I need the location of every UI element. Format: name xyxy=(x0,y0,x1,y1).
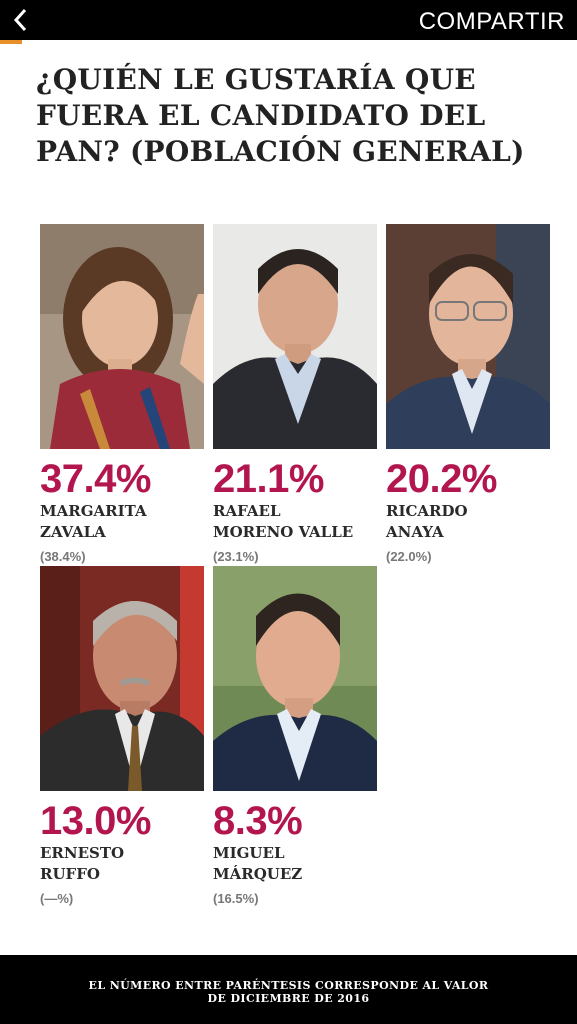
chevron-left-icon xyxy=(13,8,27,32)
candidate-card: 8.3% MIGUEL MÁRQUEZ (16.5%) xyxy=(213,566,377,906)
top-bar: COMPARTIR xyxy=(0,0,577,40)
candidate-percent: 8.3% xyxy=(213,799,303,843)
candidate-photo xyxy=(40,224,204,449)
candidate-card: 21.1% RAFAEL MORENO VALLE (23.1%) xyxy=(213,224,377,564)
back-button[interactable] xyxy=(6,4,38,36)
candidate-percent: 21.1% xyxy=(213,457,324,501)
candidate-percent: 37.4% xyxy=(40,457,151,501)
candidate-name: RICARDO ANAYA xyxy=(386,502,468,541)
candidate-name: RAFAEL MORENO VALLE xyxy=(213,502,354,541)
candidate-card: 37.4% MARGARITA ZAVALA (38.4%) xyxy=(40,224,204,564)
footer-text: EL NÚMERO ENTRE PARÉNTESIS CORRESPONDE A… xyxy=(88,979,489,1005)
candidate-card: 13.0% ERNESTO RUFFO (—%) xyxy=(40,566,204,906)
accent-strip xyxy=(0,40,22,44)
candidate-photo xyxy=(386,224,550,449)
page-title: ¿QUIÉN LE GUSTARÍA QUE FUERA EL CANDIDAT… xyxy=(36,63,525,168)
candidate-name: ERNESTO RUFFO xyxy=(40,844,125,883)
candidate-previous-value: (22.0%) xyxy=(386,549,432,564)
candidate-card: 20.2% RICARDO ANAYA (22.0%) xyxy=(386,224,550,564)
candidate-photo xyxy=(213,566,377,791)
footer-note: EL NÚMERO ENTRE PARÉNTESIS CORRESPONDE A… xyxy=(0,955,577,1024)
candidate-photo xyxy=(40,566,204,791)
candidate-percent: 20.2% xyxy=(386,457,497,501)
share-button[interactable]: COMPARTIR xyxy=(418,8,565,35)
candidate-name: MIGUEL MÁRQUEZ xyxy=(213,844,303,883)
candidate-previous-value: (23.1%) xyxy=(213,549,259,564)
candidate-previous-value: (16.5%) xyxy=(213,891,259,906)
candidate-name: MARGARITA ZAVALA xyxy=(40,502,147,541)
candidate-photo xyxy=(213,224,377,449)
candidate-percent: 13.0% xyxy=(40,799,151,843)
candidate-previous-value: (38.4%) xyxy=(40,549,86,564)
candidate-previous-value: (—%) xyxy=(40,891,74,906)
